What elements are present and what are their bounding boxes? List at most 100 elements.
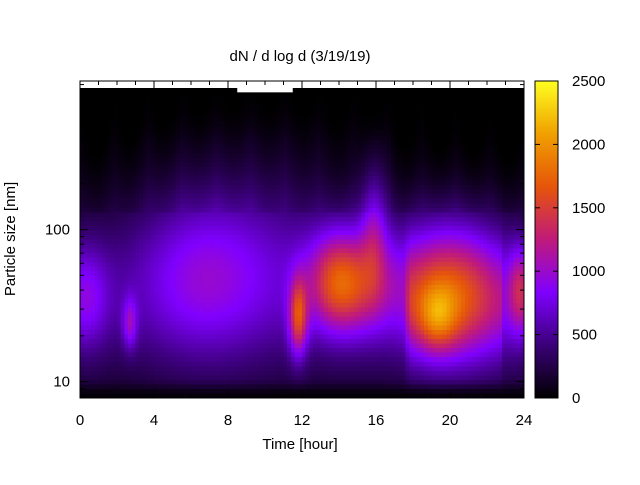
heatmap-cell-674 [113, 280, 118, 286]
heatmap-cell-2979 [235, 257, 240, 263]
heatmap-cell-2623 [216, 230, 222, 236]
heatmap-cell-4385 [309, 284, 314, 290]
heatmap-cell-1252 [142, 361, 148, 367]
heatmap-cell-390 [98, 262, 103, 268]
heatmap-cell-2257 [198, 157, 203, 164]
heatmap-cell-90 [83, 171, 88, 177]
heatmap-cell-1163 [139, 275, 144, 281]
heatmap-cell-1367 [150, 248, 155, 254]
heatmap-cell-339 [94, 348, 100, 354]
heatmap-cell-1287 [146, 203, 151, 209]
heatmap-cell-3895 [283, 284, 288, 290]
heatmap-cell-1387 [150, 339, 155, 345]
heatmap-cell-1226 [142, 244, 148, 250]
heatmap-cell-2709 [220, 302, 225, 309]
heatmap-cell-4537 [316, 339, 322, 345]
heatmap-cell-4857 [335, 203, 340, 209]
heatmap-cell-639 [113, 121, 118, 127]
heatmap-cell-2126 [191, 198, 196, 204]
heatmap-cell-2089 [187, 348, 192, 354]
heatmap-cell-4706 [327, 153, 333, 159]
heatmap-cell-344 [94, 370, 100, 376]
heatmap-cell-1604 [161, 370, 166, 376]
heatmap-cell-1489 [157, 167, 162, 173]
heatmap-cell-1073 [135, 185, 140, 191]
heatmap-cell-1910 [179, 171, 185, 177]
heatmap-cell-1667 [165, 339, 170, 345]
heatmap-cell-2770 [224, 262, 229, 268]
heatmap-cell-3015 [239, 103, 244, 109]
heatmap-cell-401 [98, 311, 103, 318]
heatmap-cell-624 [109, 370, 114, 376]
heatmap-cell-1777 [172, 203, 177, 209]
heatmap-cell-4655 [324, 239, 329, 245]
heatmap-cell-2982 [235, 271, 240, 277]
heatmap-cell-3906 [283, 334, 288, 340]
heatmap-cell-683 [113, 321, 118, 327]
heatmap-cell-1432 [154, 225, 159, 232]
heatmap-cell-148 [87, 117, 92, 123]
heatmap-cell-2166 [191, 379, 196, 386]
heatmap-cell-1466 [154, 379, 159, 386]
heatmap-cell-2693 [220, 230, 225, 236]
heatmap-cell-2517 [209, 384, 214, 390]
heatmap-cell-492 [105, 90, 111, 96]
heatmap-cell-2559 [213, 257, 218, 263]
heatmap-cell-1087 [135, 248, 140, 254]
heatmap-cell-3454 [261, 189, 266, 195]
heatmap-cell-462 [102, 271, 107, 277]
heatmap-cell-2797 [224, 384, 229, 390]
heatmap-cell-1478 [157, 117, 162, 123]
heatmap-cell-3669 [272, 212, 277, 218]
heatmap-cell-1751 [172, 85, 177, 91]
heatmap-cell-93 [83, 185, 88, 191]
heatmap-cell-1776 [172, 198, 177, 204]
heatmap-cell-1452 [154, 316, 159, 322]
heatmap-cell-4673 [324, 321, 329, 327]
heatmap-cell-1646 [165, 244, 170, 250]
heatmap-cell-2714 [220, 325, 225, 331]
heatmap-cell-2819 [228, 167, 233, 173]
heatmap-cell-2710 [220, 307, 225, 313]
heatmap-cell-4770 [331, 126, 336, 132]
heatmap-cell-3790 [279, 126, 285, 132]
heatmap-cell-1549 [161, 121, 166, 127]
heatmap-cell-3836 [279, 334, 285, 340]
heatmap-cell-1817 [172, 384, 177, 390]
heatmap-cell-2131 [191, 221, 196, 227]
heatmap-cell-1600 [161, 352, 166, 358]
heatmap-cell-590 [109, 216, 114, 222]
heatmap-cell-1223 [142, 230, 148, 236]
heatmap-cell-3382 [257, 180, 262, 186]
heatmap-cell-4097 [294, 248, 299, 254]
heatmap-cell-2036 [187, 108, 192, 114]
heatmap-cell-2171 [194, 85, 199, 91]
heatmap-cell-1730 [168, 307, 174, 313]
heatmap-cell-4368 [309, 207, 314, 213]
heatmap-cell-4450 [313, 262, 318, 268]
heatmap-cell-132 [83, 361, 88, 367]
heatmap-cell-4892 [335, 361, 340, 367]
heatmap-cell-786 [120, 153, 125, 159]
heatmap-cell-1069 [135, 167, 140, 173]
heatmap-cell-174 [87, 234, 92, 241]
heatmap-cell-3001 [235, 357, 240, 363]
heatmap-cell-2904 [231, 234, 236, 241]
heatmap-cell-2894 [231, 189, 236, 195]
heatmap-cell-1020 [131, 262, 137, 268]
heatmap-cell-572 [109, 135, 114, 141]
heatmap-cell-328 [94, 298, 100, 304]
heatmap-cell-3098 [242, 162, 248, 168]
heatmap-cell-4520 [316, 262, 322, 268]
heatmap-cell-3882 [283, 225, 288, 232]
heatmap-cell-878 [124, 253, 129, 259]
heatmap-cell-2297 [198, 339, 203, 345]
heatmap-cell-718 [117, 162, 122, 168]
heatmap-cell-3523 [265, 185, 270, 191]
heatmap-cell-2105 [191, 103, 196, 109]
heatmap-cell-655 [113, 194, 118, 200]
heatmap-cell-3281 [250, 357, 255, 363]
heatmap-cell-2195 [194, 194, 199, 200]
heatmap-cell-2578 [213, 343, 218, 349]
heatmap-cell-444 [102, 189, 107, 195]
